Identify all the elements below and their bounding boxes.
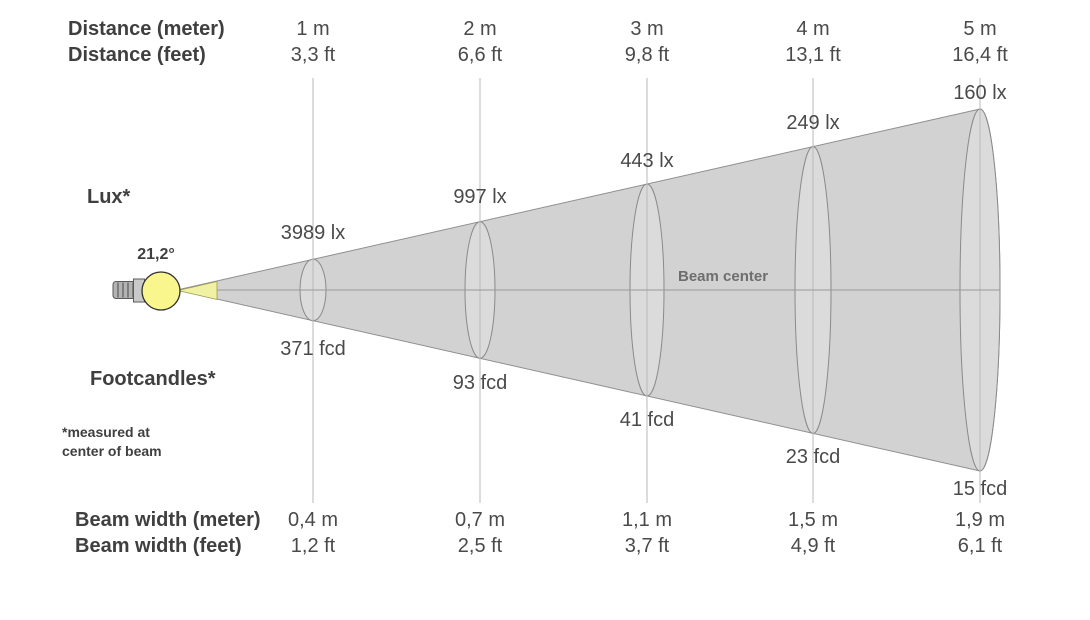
footcandles-value: 41 fcd <box>619 409 675 431</box>
beam-width-feet-value: 1,2 ft <box>290 535 336 557</box>
footcandles-label: Footcandles* <box>90 368 216 390</box>
beam-width-feet-value: 6,1 ft <box>957 535 1003 557</box>
beam-width-meter-value: 1,5 m <box>787 509 839 531</box>
footnote-center-of-beam: center of beam <box>62 443 162 459</box>
bulb-icon <box>112 271 181 311</box>
lux-label: Lux* <box>87 186 131 208</box>
beam-width-feet-label: Beam width (feet) <box>75 535 242 557</box>
beam-width-meter-value: 1,1 m <box>621 509 673 531</box>
footnote-measured-at: *measured at <box>62 424 150 440</box>
beam-width-meter-value: 1,9 m <box>954 509 1006 531</box>
beam-width-feet-value: 2,5 ft <box>457 535 503 557</box>
distance-meter-label: Distance (meter) <box>68 18 225 40</box>
distance-feet-value: 6,6 ft <box>457 44 503 66</box>
beam-width-feet-value: 3,7 ft <box>624 535 670 557</box>
distance-meter-value: 1 m <box>296 18 330 40</box>
distance-meter-value: 4 m <box>796 18 830 40</box>
beam-center-label: Beam center <box>678 268 769 285</box>
distance-feet-label: Distance (feet) <box>68 44 206 66</box>
beam-angle-label: 21,2° <box>137 246 175 263</box>
distance-meter-value: 2 m <box>463 18 497 40</box>
footcandles-value: 93 fcd <box>452 372 508 394</box>
beam-width-meter-value: 0,7 m <box>454 509 506 531</box>
distance-feet-value: 13,1 ft <box>785 44 841 66</box>
distance-meter-value: 3 m <box>630 18 664 40</box>
lux-value: 443 lx <box>620 150 674 172</box>
lux-value: 249 lx <box>786 112 840 134</box>
distance-meter-value: 5 m <box>963 18 997 40</box>
beam-width-meter-value: 0,4 m <box>287 509 339 531</box>
distance-feet-value: 9,8 ft <box>624 44 670 66</box>
lux-value: 3989 lx <box>280 222 346 244</box>
footcandles-value: 15 fcd <box>952 478 1008 500</box>
lux-value: 997 lx <box>453 186 507 208</box>
distance-feet-value: 16,4 ft <box>952 44 1008 66</box>
bulb-globe <box>141 271 181 311</box>
lux-value: 160 lx <box>953 82 1007 104</box>
beam-width-meter-label: Beam width (meter) <box>75 509 261 531</box>
footcandles-value: 371 fcd <box>280 338 346 360</box>
footcandles-value: 23 fcd <box>785 446 841 468</box>
beam-width-feet-value: 4,9 ft <box>790 535 836 557</box>
distance-feet-value: 3,3 ft <box>290 44 336 66</box>
beam-angle-wedge <box>177 280 218 301</box>
